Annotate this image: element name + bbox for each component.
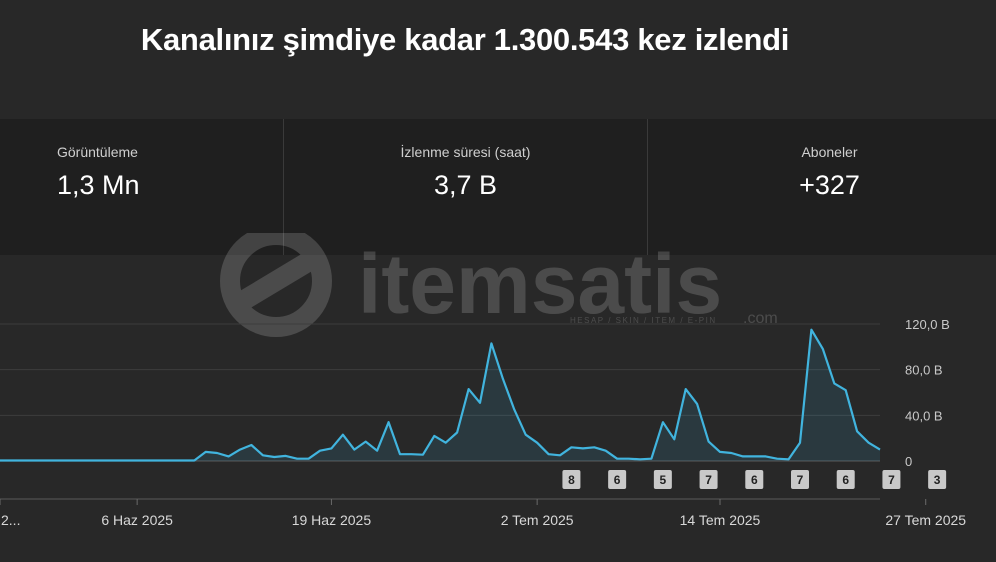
stat-card-watch-time[interactable]: İzlenme süresi (saat) 3,7 B — [284, 119, 647, 255]
video-marker-count: 3 — [934, 473, 941, 487]
video-marker[interactable]: 3 — [928, 470, 947, 489]
video-marker-badge — [745, 470, 764, 489]
x-tick-label: 2 Tem 2025 — [501, 512, 574, 528]
x-tick-label: 27 Tem 2025 — [885, 512, 966, 528]
stat-value-views: 1,3 Mn — [57, 170, 140, 200]
watermark-logo: itemsatis HESAP / SKIN / ITEM / E-PIN .c… — [220, 233, 778, 337]
x-tick-label: 19 Haz 2025 — [292, 512, 372, 528]
y-tick-label: 120,0 B — [905, 317, 950, 332]
video-marker[interactable]: 7 — [882, 470, 901, 489]
series-area — [0, 329, 880, 461]
video-marker[interactable]: 7 — [699, 470, 718, 489]
video-marker-badge — [836, 470, 855, 489]
video-marker[interactable]: 5 — [653, 470, 672, 489]
video-marker[interactable]: 8 — [562, 470, 581, 489]
video-marker-count: 8 — [568, 473, 575, 487]
watermark-suffix: .com — [743, 310, 778, 327]
x-tick-label: 14 Tem 2025 — [680, 512, 761, 528]
stat-card-views[interactable]: Görüntüleme 1,3 Mn — [0, 119, 283, 255]
video-marker-badge — [653, 470, 672, 489]
stat-label-subscribers: Aboneler — [801, 144, 858, 160]
stat-divider — [647, 119, 648, 255]
stat-label-views: Görüntüleme — [57, 144, 138, 160]
stat-label-watch-time: İzlenme süresi (saat) — [400, 144, 531, 160]
video-marker[interactable]: 6 — [608, 470, 627, 489]
video-marker-count: 6 — [842, 473, 849, 487]
stat-card-subscribers[interactable]: Aboneler +327 — [648, 119, 996, 255]
video-marker[interactable]: 6 — [836, 470, 855, 489]
stats-row: Görüntüleme 1,3 Mn İzlenme süresi (saat)… — [0, 119, 996, 255]
y-tick-label: 40,0 B — [905, 408, 943, 423]
video-marker-badge — [562, 470, 581, 489]
watermark-brand: itemsatis — [358, 237, 722, 331]
stat-divider — [283, 119, 284, 255]
x-tick-label: 6 Haz 2025 — [101, 512, 173, 528]
page-title: Kanalınız şimdiye kadar 1.300.543 kez iz… — [140, 22, 790, 57]
video-marker-badge — [608, 470, 627, 489]
series-line — [0, 328, 881, 462]
stat-value-watch-time: 3,7 B — [433, 170, 498, 200]
video-marker[interactable]: 6 — [745, 470, 764, 489]
video-marker[interactable]: 7 — [791, 470, 809, 489]
video-marker-count: 7 — [797, 473, 804, 487]
video-marker-count: 5 — [660, 473, 667, 487]
video-marker-badge — [791, 470, 809, 489]
video-marker-count: 6 — [751, 473, 758, 487]
x-tick-label: 2... — [1, 512, 20, 528]
video-marker-badge — [699, 470, 718, 489]
video-marker-count: 7 — [888, 473, 895, 487]
video-marker-badge — [928, 470, 947, 489]
views-chart: 120,0 B 80,0 B 40,0 B 0 2... 6 Haz 2025 19 Haz… — [0, 317, 966, 528]
y-tick-label: 80,0 B — [905, 363, 943, 378]
stat-value-subscribers: +327 — [799, 170, 860, 200]
video-marker-badge — [882, 470, 901, 489]
y-tick-label: 0 — [905, 454, 912, 469]
video-marker-count: 6 — [614, 473, 621, 487]
video-marker-count: 7 — [705, 473, 712, 487]
link-logo-icon — [220, 233, 332, 337]
watermark-tagline: HESAP / SKIN / ITEM / E-PIN — [570, 316, 717, 325]
